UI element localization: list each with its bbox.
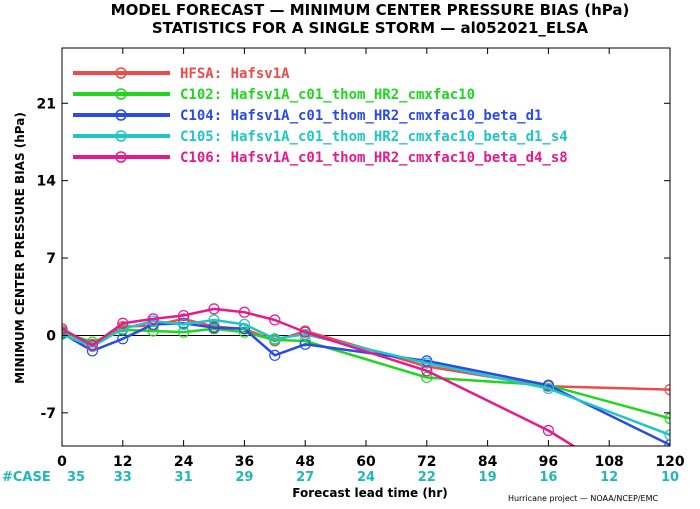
legend-label-2: C102: Hafsv1A_c01_thom_HR2_cmxfac10 [180,87,475,103]
series-5-point [208,303,220,315]
case-label: #CASE [2,470,51,485]
x-tick-label: 96 [539,454,558,470]
y-tick-label: 21 [37,96,56,112]
x-tick-label: 84 [478,454,498,470]
series-group [62,303,675,509]
series-5-point [665,501,675,509]
series-5-point [178,309,190,322]
series-2-point [664,412,670,424]
case-count: 22 [418,470,436,485]
series-4-point [238,318,250,330]
series-4-point [542,382,555,395]
x-tick-label: 24 [174,454,194,470]
y-tick-label: -7 [40,406,56,422]
case-count: 29 [235,470,253,485]
legend-marker-3 [115,109,127,121]
series-2-point [299,335,311,347]
series-3-point [664,439,670,446]
y-axis-label: MINIMUM CENTER PRESSURE BIAS (hPa) [13,112,27,384]
case-count: 35 [67,470,85,485]
plot-area: 0351233243136294827602472228419961610812… [37,47,685,509]
legend-label-1: HFSA: Hafsv1A [180,66,290,82]
x-axis-label: Forecast lead time (hr) [292,486,448,500]
series-5-point [238,306,250,318]
series-5-point [269,314,281,326]
series-4-point [62,328,68,340]
chart-title: MODEL FORECAST — MINIMUM CENTER PRESSURE… [111,1,630,19]
x-tick-label: 0 [57,454,67,470]
x-tick-label: 12 [113,454,132,470]
case-count: 27 [296,470,314,485]
series-5-point [62,323,68,335]
series-3-point [269,349,281,361]
case-count: 16 [539,470,557,485]
legend: HFSA: Hafsv1A C102: Hafsv1A_c01_thom_HR2_… [73,66,568,166]
series-5-point [421,365,433,377]
case-count: 12 [600,470,618,485]
case-count: 31 [175,470,193,485]
series-4-point [208,314,220,326]
x-tick-label: 108 [595,454,624,470]
series-5-point [542,424,555,437]
series-1-point [664,384,670,396]
series-2-point [421,371,433,384]
legend-marker-1 [115,67,127,79]
x-tick-label: 120 [655,454,684,470]
series-4-point [421,357,433,369]
series-2-point [178,326,190,338]
x-tick-label: 72 [417,454,436,470]
case-count: 33 [114,470,132,485]
x-tick-label: 36 [235,454,254,470]
legend-marker-4 [115,130,127,142]
series-4-point [178,318,190,330]
legend-marker-2 [115,88,127,100]
series-4-point [269,333,281,345]
legend-label-3: C104: Hafsv1A_c01_thom_HR2_cmxfac10_beta… [180,108,542,124]
series-3-point [542,379,555,391]
credit: Hurricane project — NOAA/NCEP/EMC [508,494,659,503]
series-3-point [208,322,220,334]
y-tick-label: 14 [37,174,57,190]
series-line-2 [62,327,670,420]
series-5-point [147,313,159,325]
series-line-4 [62,318,670,437]
case-count: 10 [661,470,679,485]
series-line-5 [62,307,576,446]
case-count: 24 [357,470,375,485]
chart-subtitle: STATISTICS FOR A SINGLE STORM — al052021… [152,19,589,37]
y-tick-label: 7 [46,251,56,267]
series-5-point [299,326,311,338]
case-count: 19 [479,470,497,485]
x-tick-label: 60 [356,454,376,470]
series-5-point [86,339,99,351]
y-tick-label: 0 [46,328,56,344]
legend-label-5: C106: Hafsv1A_c01_thom_HR2_cmxfac10_beta… [180,150,568,166]
series-line-3 [62,322,670,446]
x-tick-label: 48 [295,454,314,470]
series-4-point [664,429,670,441]
series-5-point [117,317,129,329]
legend-marker-5 [115,151,127,163]
legend-label-4: C105: Hafsv1A_c01_thom_HR2_cmxfac10_beta… [180,129,568,145]
